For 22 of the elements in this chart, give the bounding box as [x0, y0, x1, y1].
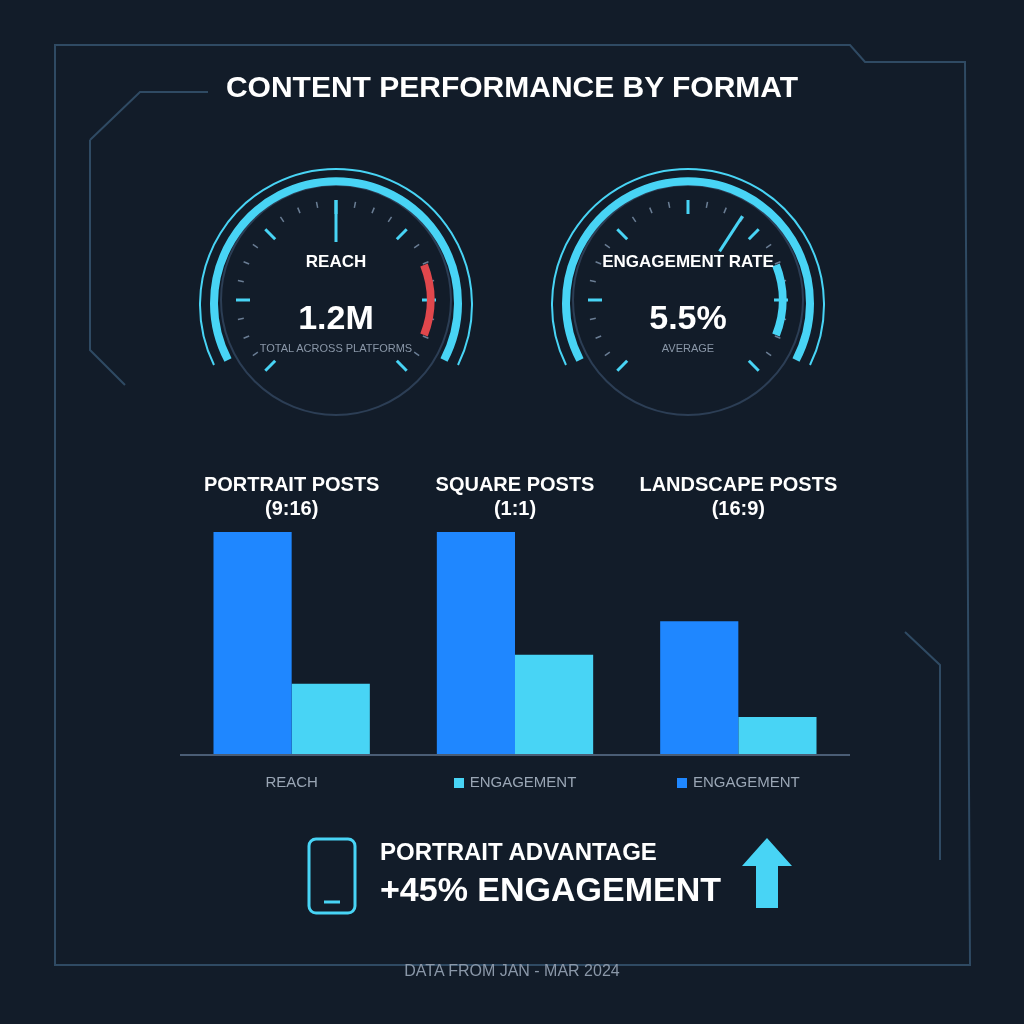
text: +45% ENGAGEMENT: [380, 870, 722, 909]
x-tick-label: LANDSCAPE POSTS (16:9): [639, 472, 838, 519]
text: ENGAGEMENT RATE: [601, 252, 775, 272]
text: DATA FROM JAN - MAR 2024: [403, 962, 621, 980]
bar: [436, 532, 515, 755]
text: 1.2M: [297, 298, 375, 337]
bar: [291, 683, 370, 755]
text: ENGAGEMENT: [469, 773, 577, 791]
text: REACH: [265, 773, 318, 791]
text: ENGAGEMENT: [692, 773, 800, 791]
text: PORTRAIT ADVANTAGE: [380, 838, 657, 866]
bar: [660, 621, 739, 755]
bar: [213, 532, 292, 755]
bar: [738, 717, 817, 755]
x-tick-label: SQUARE POSTS (1:1): [435, 472, 595, 519]
text: REACH: [304, 252, 368, 272]
x-tick-label: PORTRAIT POSTS (9:16): [203, 472, 380, 519]
text: AVERAGE: [660, 342, 716, 354]
bar: [515, 654, 594, 755]
text: CONTENT PERFORMANCE BY FORMAT: [224, 70, 800, 104]
text: TOTAL ACROSS PLATFORMS: [258, 342, 414, 354]
text: 5.5%: [648, 298, 728, 337]
